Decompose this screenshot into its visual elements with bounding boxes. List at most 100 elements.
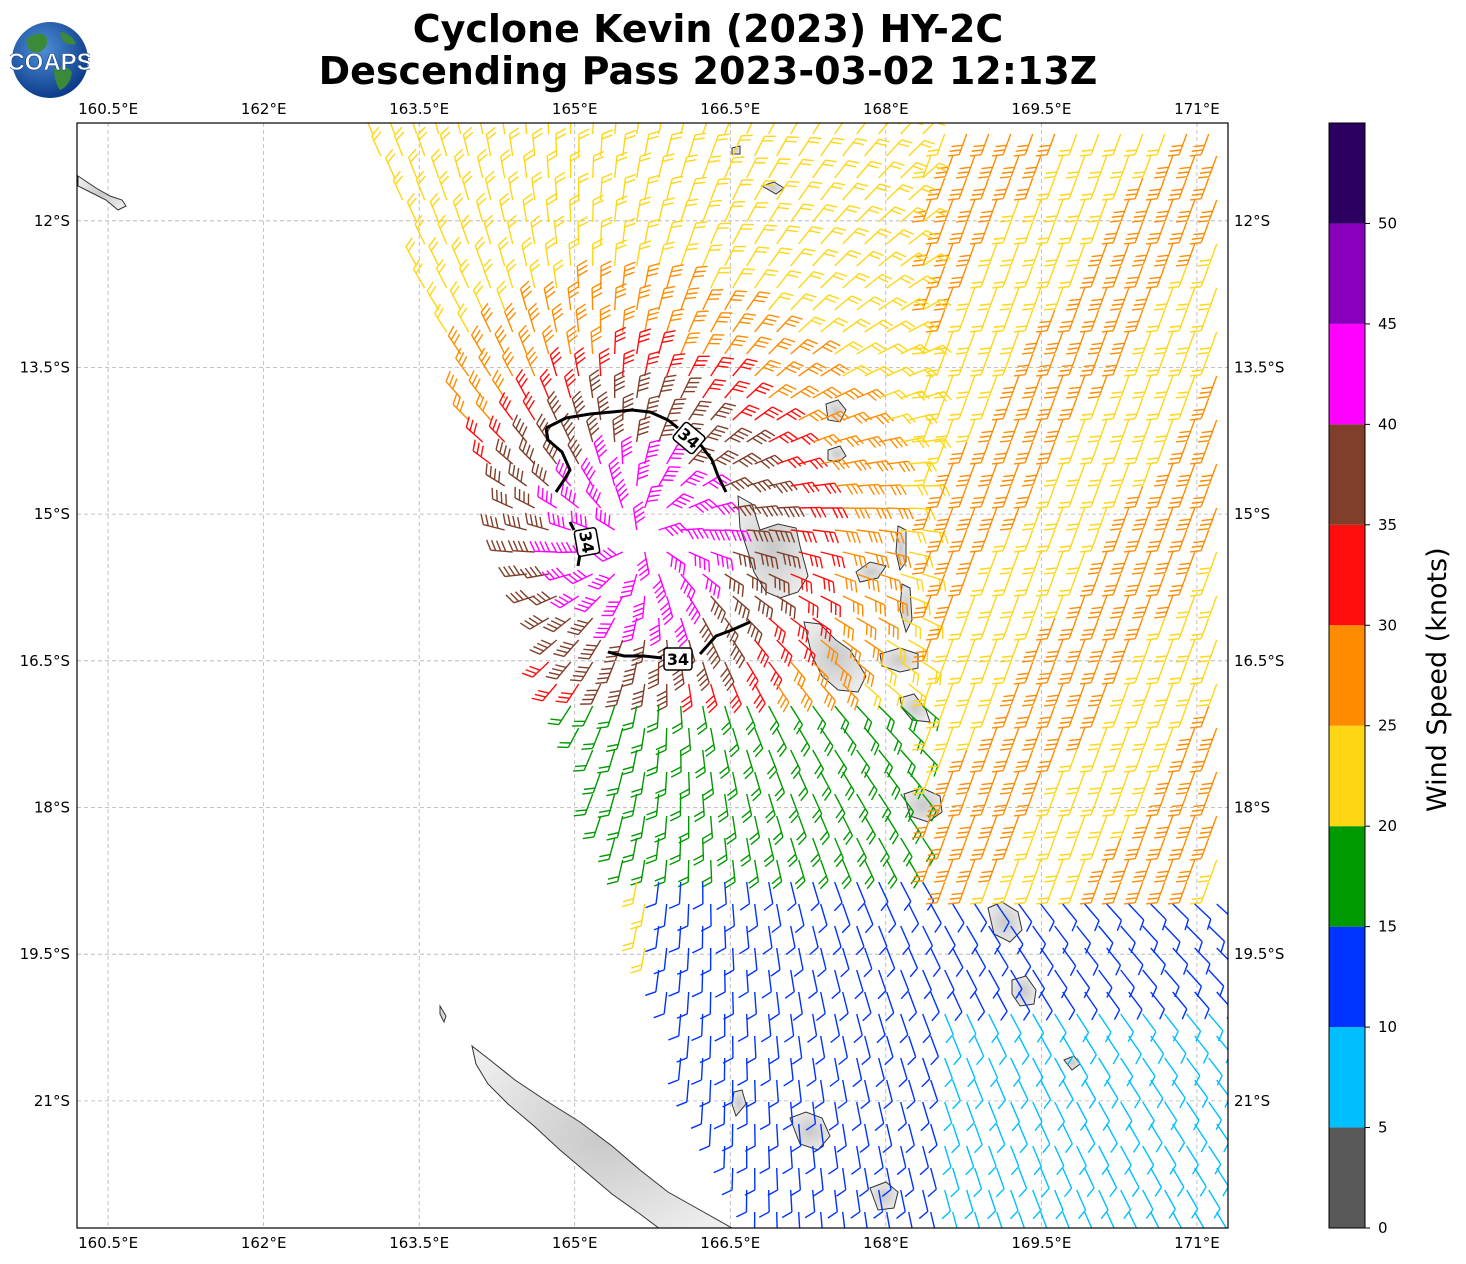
wind-barb [930, 1211, 937, 1228]
wind-barb [842, 507, 871, 519]
wind-barb [580, 457, 596, 487]
island-o [760, 181, 785, 195]
wind-barb [666, 131, 684, 157]
wind-barb [1167, 837, 1188, 861]
wind-barb [1087, 727, 1108, 751]
lat-tick-label-right: 13.5°S [1234, 358, 1284, 376]
wind-barb [908, 321, 938, 333]
wind-barb [541, 324, 555, 355]
wind-barb [1054, 1013, 1067, 1043]
wind-barb [1197, 815, 1218, 839]
wind-barb [472, 439, 492, 465]
wind-barb [668, 1013, 682, 1041]
wind-barb [884, 1035, 894, 1066]
wind-barb [947, 441, 968, 465]
wind-barb [499, 192, 510, 223]
wind-barb [1153, 199, 1174, 223]
wind-barb [977, 287, 998, 311]
wind-barb [820, 595, 841, 618]
wind-barb [776, 683, 790, 713]
wind-barb [621, 881, 638, 908]
wind-barb [933, 595, 954, 619]
wind-barb [900, 705, 918, 732]
wind-barb [955, 331, 976, 355]
wind-barb [1128, 1079, 1141, 1109]
wind-barb [666, 308, 685, 333]
wind-barb [1043, 199, 1064, 223]
wind-barb [724, 573, 745, 597]
wind-barb [842, 595, 864, 617]
lon-tick-label-bottom: 166.5°E [700, 1234, 760, 1252]
wind-barb [1065, 419, 1086, 443]
wind-barb [746, 478, 776, 493]
wind-barb [1013, 353, 1034, 377]
wind-barb [900, 252, 929, 267]
wind-barb [947, 705, 968, 729]
wind-barb [790, 705, 804, 735]
wind-barb [680, 287, 700, 311]
wind-barb [502, 513, 527, 531]
wind-barb [952, 991, 963, 1022]
wind-barb [988, 969, 1000, 999]
wind-barb [1186, 1101, 1200, 1131]
wind-barb [969, 837, 990, 861]
wind-barb [1087, 595, 1108, 619]
wind-barb [815, 991, 826, 1022]
wind-barb [484, 170, 496, 201]
wind-barb [1197, 419, 1218, 443]
wind-barb [724, 903, 736, 933]
wind-barb [1109, 507, 1130, 531]
island-q [731, 1089, 747, 1118]
wind-barb [977, 243, 998, 267]
wind-barb [831, 969, 841, 1000]
wind-barb [812, 705, 827, 735]
wind-barb [680, 573, 696, 602]
wind-barb [942, 1145, 952, 1176]
wind-barb [563, 569, 594, 585]
wind-barb [955, 287, 976, 311]
wind-barb [812, 204, 838, 223]
wind-barb [1145, 661, 1166, 685]
wind-barb [834, 341, 864, 355]
wind-barb [593, 434, 608, 465]
wind-barb [622, 217, 637, 245]
wind-barb [1065, 375, 1086, 399]
wind-barb [911, 771, 932, 795]
wind-barb [1043, 595, 1064, 619]
wind-barb [1145, 265, 1166, 289]
wind-barb [710, 222, 731, 245]
wind-barb [922, 925, 934, 956]
wind-barb [1032, 925, 1047, 955]
wind-barb [925, 265, 946, 289]
wind-barb [882, 1123, 893, 1154]
wind-barb [900, 484, 929, 496]
wind-barb [1197, 771, 1218, 795]
wind-barb [1054, 925, 1069, 954]
wind-barb [363, 123, 374, 135]
wind-barb [1145, 749, 1166, 773]
wind-barb [828, 1101, 839, 1131]
wind-barb [1189, 617, 1210, 641]
wind-barb [864, 815, 877, 845]
wind-barb [899, 1013, 909, 1044]
wind-barb [1065, 727, 1086, 751]
wind-barb [696, 705, 708, 735]
wind-barb [543, 280, 556, 311]
wind-barb [1013, 221, 1034, 245]
wind-barb [599, 304, 611, 333]
wind-barb [900, 529, 927, 544]
wind-barb [1043, 727, 1064, 751]
wind-barb [613, 370, 625, 399]
34-knot-contour: 34 34 34 [544, 408, 751, 671]
wind-barb [792, 1035, 803, 1065]
colorbar-bin [1329, 725, 1365, 827]
wind-barb [999, 815, 1020, 839]
wind-barb [768, 661, 783, 690]
wind-barb [620, 617, 638, 643]
wind-barb [474, 236, 486, 267]
wind-barb [908, 859, 921, 889]
wind-barb [669, 837, 682, 866]
wind-barb [878, 529, 905, 544]
wind-barb [1189, 661, 1210, 685]
wind-barb [576, 259, 588, 289]
